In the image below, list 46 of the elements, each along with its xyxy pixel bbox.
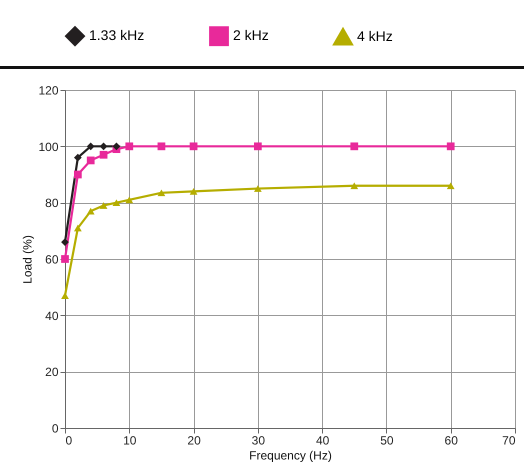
- y-axis-title: Load (%): [20, 235, 34, 284]
- x-tick-label: 40: [316, 434, 330, 448]
- point: [112, 199, 120, 206]
- point: [190, 188, 198, 195]
- x-tick-label: 0: [66, 434, 72, 448]
- point: [61, 255, 69, 263]
- point: [86, 142, 95, 150]
- x-tick-label: 10: [123, 434, 137, 448]
- point: [158, 142, 166, 150]
- point: [446, 142, 455, 150]
- point: [158, 189, 166, 196]
- x-tick-label: 60: [444, 434, 458, 448]
- point: [125, 142, 134, 150]
- point: [61, 292, 69, 299]
- point: [74, 224, 82, 232]
- point: [254, 142, 262, 150]
- point: [100, 202, 108, 209]
- y-tick-label: 40: [45, 308, 59, 323]
- point: [350, 142, 358, 150]
- point: [100, 150, 108, 159]
- y-tick-label: 80: [45, 196, 59, 210]
- point: [74, 154, 82, 162]
- point: [190, 142, 198, 150]
- y-tick-label: 0: [52, 422, 59, 436]
- point: [86, 208, 95, 214]
- point: [254, 185, 262, 192]
- point: [446, 182, 455, 190]
- x-tick-label: 50: [380, 434, 394, 448]
- legend-label: 4 kHz: [357, 28, 393, 44]
- y-tick-label: 120: [38, 84, 59, 98]
- point: [86, 156, 95, 164]
- point: [100, 142, 108, 150]
- x-axis-title: Frequency (Hz): [249, 448, 332, 462]
- x-tick-label: 30: [252, 434, 266, 448]
- x-tick-label: 20: [187, 434, 202, 448]
- point: [125, 196, 134, 204]
- point: [112, 142, 120, 150]
- point: [350, 182, 358, 190]
- y-tick-label: 100: [38, 140, 59, 154]
- point: [74, 170, 82, 178]
- point: [61, 238, 69, 246]
- legend-label: 2 kHz: [233, 27, 269, 44]
- y-tick-label: 60: [45, 252, 59, 266]
- y-tick-label: 20: [45, 365, 59, 380]
- x-tick-label: 70: [502, 434, 516, 448]
- legend-label: 1.33 kHz: [89, 27, 144, 44]
